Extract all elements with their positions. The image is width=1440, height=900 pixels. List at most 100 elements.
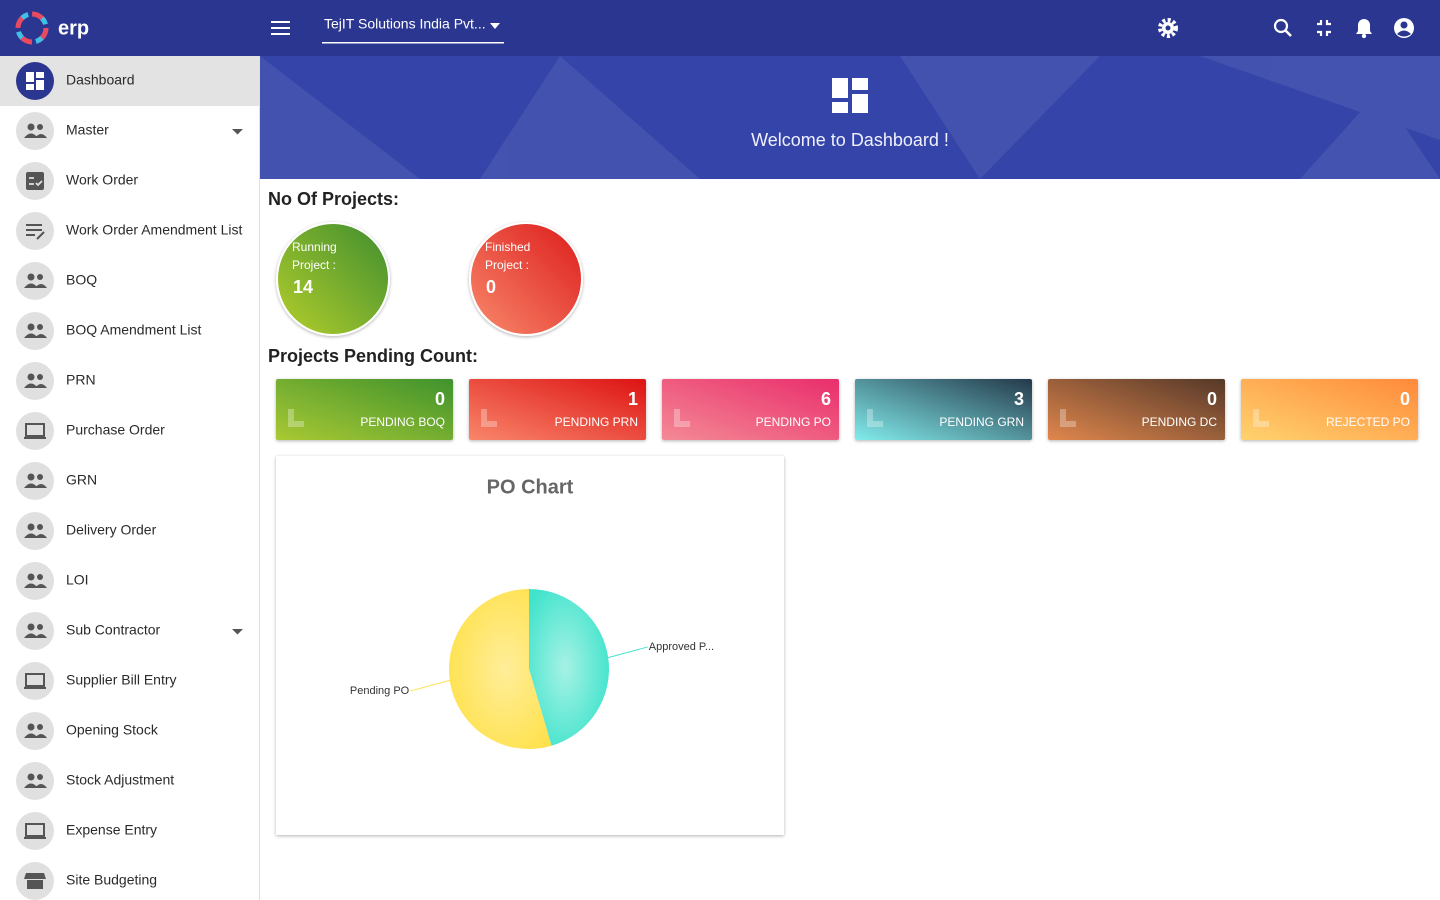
project-value: 0: [486, 277, 496, 297]
banner: [260, 56, 1440, 179]
menu-icon-bg: [16, 462, 54, 500]
menu-item[interactable]: GRN: [16, 462, 97, 500]
account-icon[interactable]: [1394, 18, 1414, 38]
card-count: 0: [435, 389, 445, 409]
card-bg: [1241, 379, 1418, 440]
card-bg: [855, 379, 1032, 440]
card-bg: [1048, 379, 1225, 440]
icon-part: [27, 623, 35, 631]
menu-item[interactable]: Master: [16, 112, 243, 150]
icon-part: [27, 523, 35, 531]
icon-part: [27, 323, 35, 331]
icon-part: [27, 273, 35, 281]
company-select[interactable]: TejIT Solutions India Pvt...: [322, 16, 504, 44]
icon-part: [24, 687, 46, 689]
icon-part: [24, 837, 46, 839]
card-label: PENDING PRN: [555, 415, 638, 429]
card-count: 0: [1207, 389, 1217, 409]
card-icon: [1060, 409, 1076, 427]
settings-icon[interactable]: [1158, 18, 1178, 38]
pending-card[interactable]: 3 PENDING GRN: [855, 379, 1032, 440]
menu-item[interactable]: Stock Adjustment: [16, 762, 174, 800]
card-icon: [288, 409, 304, 427]
icon-part: [37, 774, 43, 780]
icon-part: [24, 583, 47, 588]
menu-item[interactable]: Delivery Order: [16, 512, 157, 550]
menu-item[interactable]: PRN: [16, 362, 96, 400]
menu-icon-bg: [16, 262, 54, 300]
icon-part: [29, 177, 43, 187]
menu-icon-bg: [16, 612, 54, 650]
company-name: TejIT Solutions India Pvt...: [324, 16, 486, 32]
menu-icon-bg: [16, 662, 54, 700]
project-circles: Running Project : 14 Finished Project : 0: [276, 222, 583, 336]
menu-label: Sub Contractor: [66, 622, 160, 638]
pending-card[interactable]: 0 PENDING BOQ: [276, 379, 453, 440]
menu-item[interactable]: Dashboard: [0, 56, 259, 106]
card-count: 3: [1014, 389, 1024, 409]
menu-label: Purchase Order: [66, 422, 165, 438]
icon-part: [26, 72, 34, 82]
icon-part: [24, 783, 47, 788]
menu-item[interactable]: Supplier Bill Entry: [16, 662, 177, 700]
projects-heading: No Of Projects:: [268, 189, 399, 209]
pending-card[interactable]: 1 PENDING PRN: [469, 379, 646, 440]
menu-item[interactable]: LOI: [16, 562, 89, 600]
circle-bg: [469, 222, 583, 336]
menu-item[interactable]: BOQ Amendment List: [16, 312, 202, 350]
menu-item[interactable]: Work Order: [16, 162, 138, 200]
fullscreen-exit-icon[interactable]: [1317, 20, 1331, 36]
card-count: 0: [1400, 389, 1410, 409]
menu-label: Work Order Amendment List: [66, 222, 242, 238]
pending-card[interactable]: 0 PENDING DC: [1048, 379, 1225, 440]
icon-part: [24, 483, 47, 488]
menu-label: LOI: [66, 572, 89, 588]
menu-item[interactable]: Work Order Amendment List: [16, 212, 242, 250]
menu-icon-bg: [16, 112, 54, 150]
icon-part: [27, 473, 35, 481]
project-circle: Running Project : 14: [276, 222, 390, 336]
label-line: [608, 646, 648, 659]
card-icon: [674, 409, 690, 427]
project-label-text: Finished Project :: [485, 240, 531, 272]
menu-label: Expense Entry: [66, 822, 157, 838]
icon-part: [27, 123, 35, 131]
icon-part: [37, 124, 43, 130]
card-count: 6: [821, 389, 831, 409]
icon-part: [24, 873, 46, 889]
menu-item[interactable]: Site Budgeting: [16, 862, 157, 900]
card-bg: [276, 379, 453, 440]
menu-icon-bg: [16, 62, 54, 100]
menu-item[interactable]: Expense Entry: [16, 812, 157, 850]
menu-label: GRN: [66, 472, 97, 488]
card-bg: [469, 379, 646, 440]
logo: [15, 11, 49, 45]
notifications-icon[interactable]: [1356, 19, 1372, 39]
pending-card[interactable]: 6 PENDING PO: [662, 379, 839, 440]
card-bg: [662, 379, 839, 440]
menu-item[interactable]: Sub Contractor: [16, 612, 243, 650]
label-line: [410, 679, 450, 692]
menu-item[interactable]: BOQ: [16, 262, 97, 300]
menu-label: BOQ: [66, 272, 97, 288]
card-icon: [481, 409, 497, 427]
brand: erp: [58, 17, 89, 39]
icon-part: [27, 773, 35, 781]
menu-item[interactable]: Opening Stock: [16, 712, 159, 750]
menu-button[interactable]: [271, 21, 290, 35]
search-icon[interactable]: [1273, 18, 1292, 37]
menu-item[interactable]: Purchase Order: [16, 412, 165, 450]
icon-part: [37, 524, 43, 530]
icon-part: [24, 333, 47, 338]
menu-label: Work Order: [66, 172, 138, 188]
top-bar: [0, 0, 1440, 56]
icon-part: [26, 84, 34, 90]
menu-label: Site Budgeting: [66, 872, 157, 888]
icon-part: [24, 283, 47, 288]
icon-part: [24, 733, 47, 738]
pending-card[interactable]: 0 REJECTED PO: [1241, 379, 1418, 440]
expand-arrow: [232, 629, 243, 635]
icon-part: [26, 172, 44, 190]
menu-icon-bg: [16, 512, 54, 550]
